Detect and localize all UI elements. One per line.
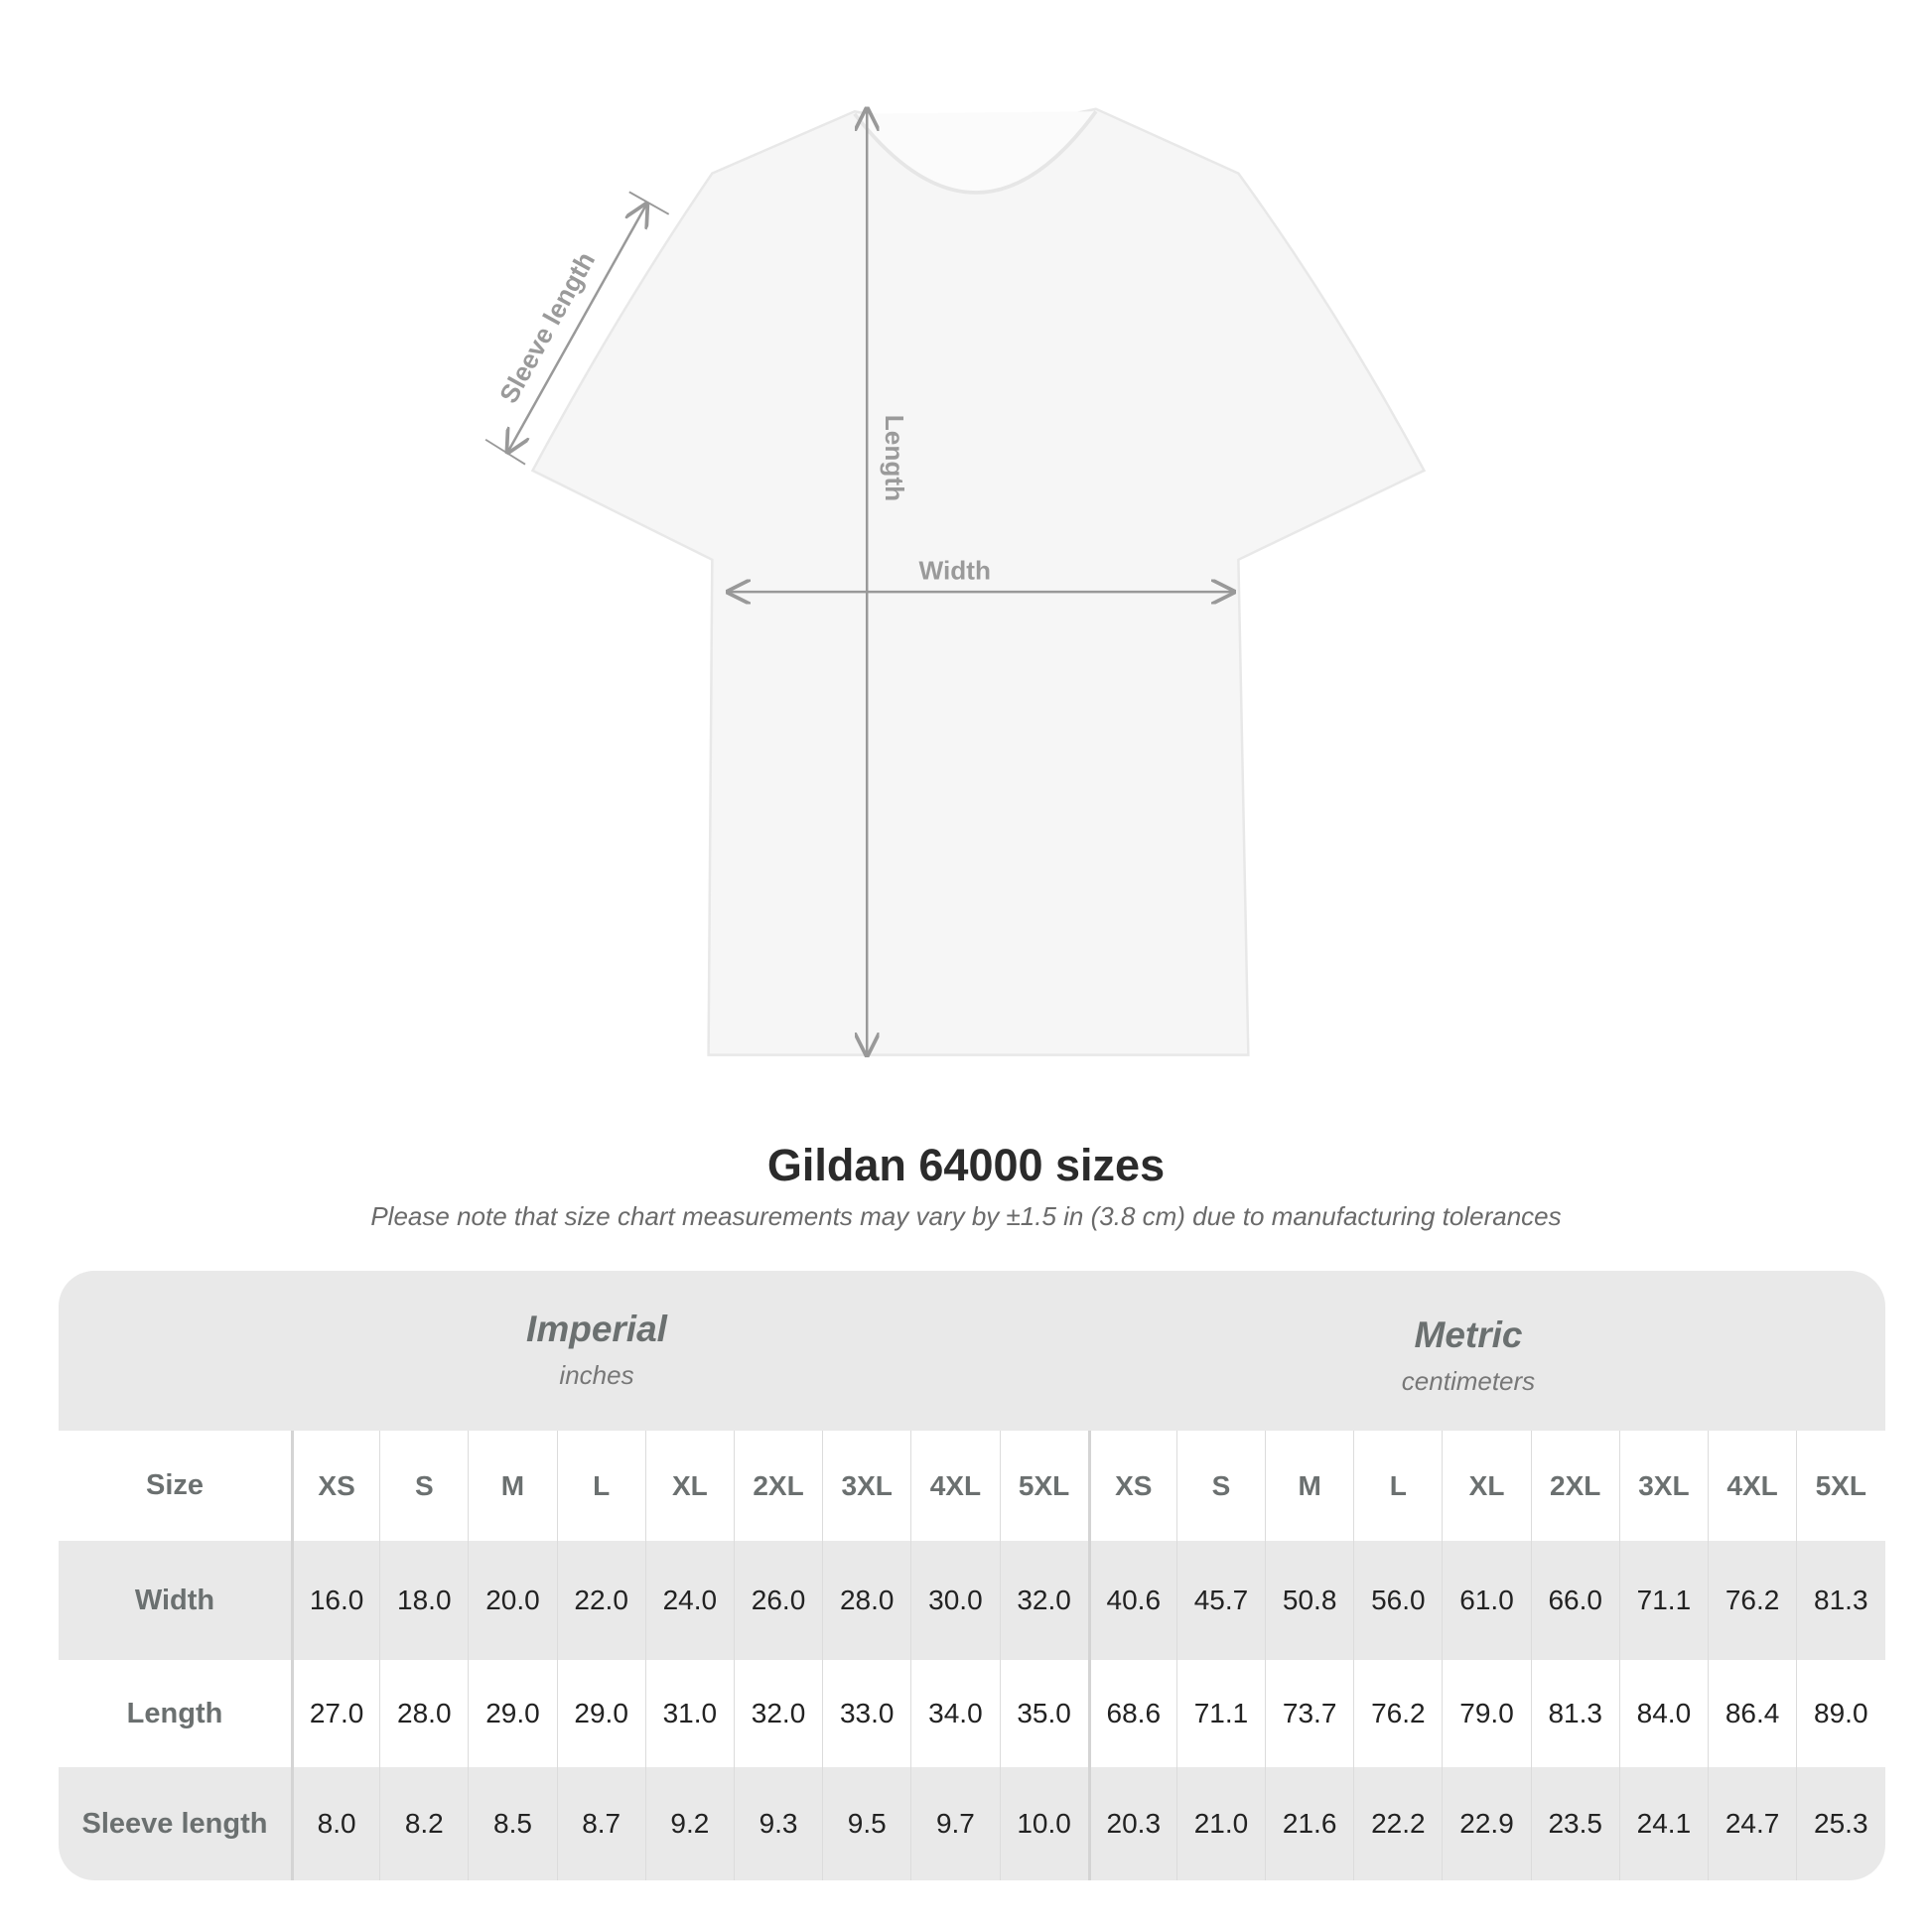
value-cell: 18.0 — [379, 1541, 468, 1660]
value-cell: 29.0 — [468, 1660, 556, 1767]
value-cell: 9.3 — [733, 1767, 822, 1880]
metric-header: Metric centimeters — [1071, 1314, 1865, 1397]
value-cell: 28.0 — [379, 1660, 468, 1767]
size-table: Imperial inches Metric centimeters Size X… — [59, 1271, 1885, 1880]
page-title: Gildan 64000 sizes — [766, 1140, 1166, 1190]
value-cell: 22.2 — [1353, 1767, 1442, 1880]
size-header-cell: 3XL — [822, 1431, 910, 1541]
size-header-cell: S — [379, 1431, 468, 1541]
size-header-cell: 5XL — [1796, 1431, 1884, 1541]
size-header-cell: L — [1353, 1431, 1442, 1541]
value-cell: 9.7 — [910, 1767, 999, 1880]
size-header-cell: 4XL — [1708, 1431, 1796, 1541]
width-label: Width — [919, 556, 991, 586]
value-cell: 33.0 — [822, 1660, 910, 1767]
value-cell: 24.7 — [1708, 1767, 1796, 1880]
row-label: Sleeve length — [81, 1807, 268, 1840]
value-cell: 84.0 — [1618, 1660, 1708, 1767]
value-cell: 45.7 — [1175, 1541, 1265, 1660]
value-cell: 20.0 — [468, 1541, 556, 1660]
value-cell: 8.0 — [291, 1767, 379, 1880]
value-cell: 22.0 — [556, 1541, 645, 1660]
value-cell: 32.0 — [999, 1541, 1088, 1660]
value-cell: 23.5 — [1530, 1767, 1619, 1880]
value-cell: 34.0 — [910, 1660, 999, 1767]
value-cell: 10.0 — [999, 1767, 1088, 1880]
row-label: Size — [145, 1469, 205, 1501]
value-cell: 8.5 — [468, 1767, 556, 1880]
value-cell: 40.6 — [1087, 1541, 1176, 1660]
imperial-header: Imperial inches — [200, 1309, 994, 1391]
table-row: Length 27.0 28.0 29.0 29.0 31.0 32.0 33.0 34.0 35… — [59, 1660, 1885, 1767]
size-header-row: Size XS S M L XL 2XL 3XL 4XL 5XL XS S M L XL 2XL 3XL 4XL 5… — [59, 1431, 1885, 1541]
value-cell: 81.3 — [1796, 1541, 1884, 1660]
value-cell: 32.0 — [733, 1660, 822, 1767]
size-header-cell: 4XL — [910, 1431, 999, 1541]
value-cell: 73.7 — [1265, 1660, 1353, 1767]
size-header-cell: 3XL — [1618, 1431, 1708, 1541]
size-header-cell: XL — [1442, 1431, 1530, 1541]
metric-unit: centimeters — [1401, 1366, 1536, 1396]
size-header-cell: XL — [644, 1431, 734, 1541]
value-cell: 81.3 — [1530, 1660, 1619, 1767]
value-cell: 76.2 — [1708, 1541, 1796, 1660]
row-label: Width — [134, 1584, 215, 1616]
row-label: Length — [126, 1697, 223, 1729]
value-cell: 26.0 — [733, 1541, 822, 1660]
value-cell: 24.0 — [644, 1541, 734, 1660]
size-header-cell: XS — [1087, 1431, 1176, 1541]
metric-title: Metric — [1414, 1314, 1523, 1355]
value-cell: 9.2 — [644, 1767, 734, 1880]
value-cell: 28.0 — [822, 1541, 910, 1660]
value-cell: 61.0 — [1442, 1541, 1530, 1660]
value-cell: 89.0 — [1796, 1660, 1884, 1767]
size-header-cell: 2XL — [733, 1431, 822, 1541]
value-cell: 79.0 — [1442, 1660, 1530, 1767]
value-cell: 76.2 — [1353, 1660, 1442, 1767]
imperial-title: Imperial — [526, 1309, 667, 1349]
value-cell: 68.6 — [1087, 1660, 1176, 1767]
value-cell: 56.0 — [1353, 1541, 1442, 1660]
value-cell: 30.0 — [910, 1541, 999, 1660]
value-cell: 8.7 — [556, 1767, 645, 1880]
value-cell: 50.8 — [1265, 1541, 1353, 1660]
value-cell: 21.0 — [1175, 1767, 1265, 1880]
value-cell: 27.0 — [291, 1660, 379, 1767]
value-cell: 86.4 — [1708, 1660, 1796, 1767]
size-header-cell: 5XL — [999, 1431, 1088, 1541]
size-header-cell: L — [556, 1431, 645, 1541]
value-cell: 29.0 — [556, 1660, 645, 1767]
value-cell: 9.5 — [822, 1767, 910, 1880]
table-row: Width 16.0 18.0 20.0 22.0 24.0 26.0 28.0 30.0 32.… — [59, 1541, 1885, 1660]
length-label: Length — [880, 415, 909, 501]
value-cell: 71.1 — [1618, 1541, 1708, 1660]
imperial-unit: inches — [559, 1360, 634, 1390]
value-cell: 20.3 — [1087, 1767, 1176, 1880]
size-header-cell: M — [1265, 1431, 1353, 1541]
tshirt-diagram: Length Width Sleeve length — [484, 0, 1427, 1092]
value-cell: 66.0 — [1530, 1541, 1619, 1660]
value-cell: 8.2 — [379, 1767, 468, 1880]
table-row: Sleeve length 8.0 8.2 8.5 8.7 9.2 9.3 9.5 9.7 10.… — [59, 1767, 1885, 1880]
value-cell: 35.0 — [999, 1660, 1088, 1767]
value-cell: 22.9 — [1442, 1767, 1530, 1880]
sleeve-arrow — [508, 205, 647, 452]
size-header-cell: XS — [291, 1431, 379, 1541]
value-cell: 24.1 — [1618, 1767, 1708, 1880]
value-cell: 31.0 — [644, 1660, 734, 1767]
value-cell: 21.6 — [1265, 1767, 1353, 1880]
tolerance-note: Please note that size chart measurements… — [370, 1201, 1562, 1231]
value-cell: 25.3 — [1796, 1767, 1884, 1880]
value-cell: 71.1 — [1175, 1660, 1265, 1767]
size-header-cell: M — [468, 1431, 556, 1541]
size-header-cell: S — [1175, 1431, 1265, 1541]
value-cell: 16.0 — [291, 1541, 379, 1660]
size-header-cell: 2XL — [1530, 1431, 1619, 1541]
